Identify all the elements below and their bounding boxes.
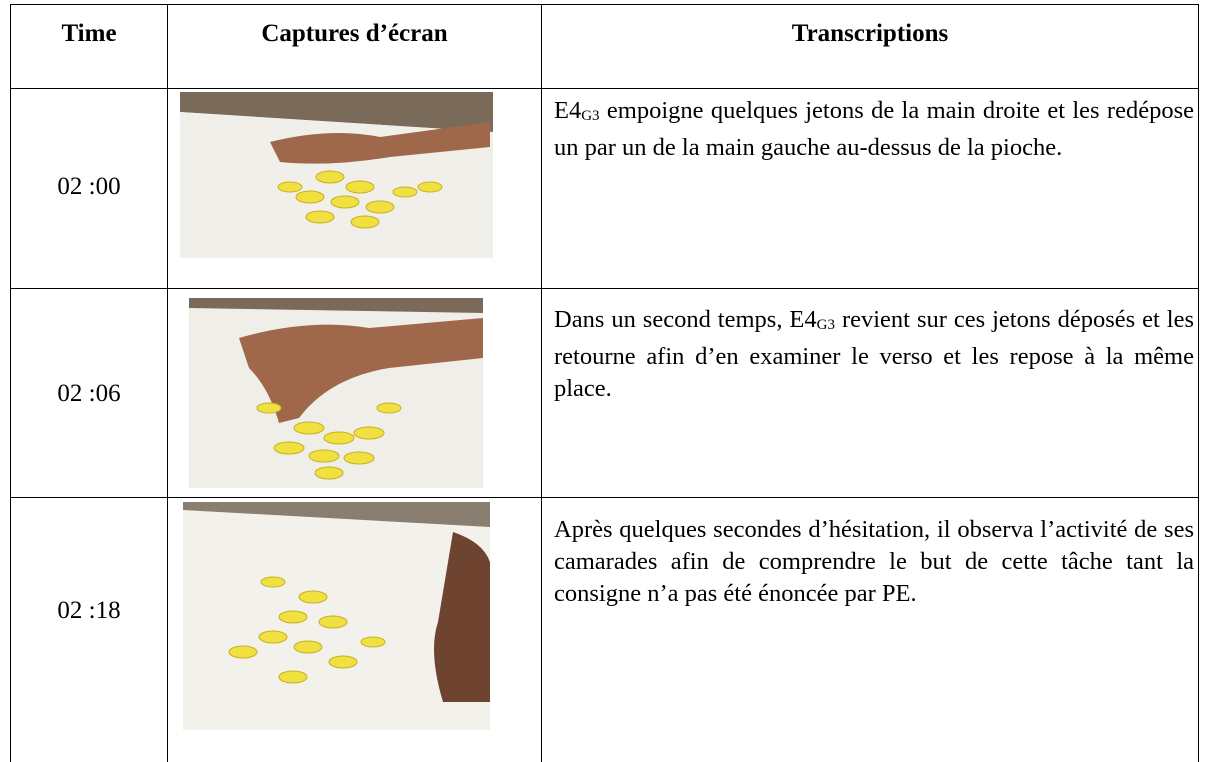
header-cell: Transcriptions	[791, 20, 949, 47]
transcription: Dans un second temps, E4G3 revient sur c…	[554, 304, 1194, 405]
time-cell: 02 :00	[57, 173, 121, 200]
subscript: G3	[581, 108, 600, 124]
text: E4	[554, 97, 582, 124]
header-cell: Captures d’écran	[261, 20, 448, 47]
border	[1198, 4, 1199, 762]
border	[10, 88, 1199, 89]
text: revient sur ces jetons déposés et les re…	[554, 306, 1195, 402]
screenshot	[180, 92, 493, 258]
text: Après quelques secondes d’hésitation, il…	[554, 516, 1194, 607]
time-cell: 02 :06	[57, 380, 121, 407]
border	[167, 4, 168, 762]
border	[10, 4, 1199, 5]
subscript: G3	[816, 317, 835, 333]
time-cell: 02 :18	[57, 597, 121, 624]
border	[10, 497, 1199, 498]
border	[10, 288, 1199, 289]
transcription: Après quelques secondes d’hésitation, il…	[554, 514, 1194, 610]
border	[541, 4, 542, 762]
text: Dans un second temps, E4	[554, 306, 817, 333]
transcription: E4G3 empoigne quelques jetons de la main…	[554, 95, 1194, 164]
text: empoigne quelques jetons de la main droi…	[554, 97, 1194, 161]
screenshot	[183, 502, 490, 730]
border	[10, 4, 11, 762]
header-cell: Time	[61, 20, 117, 47]
screenshot	[189, 298, 483, 488]
